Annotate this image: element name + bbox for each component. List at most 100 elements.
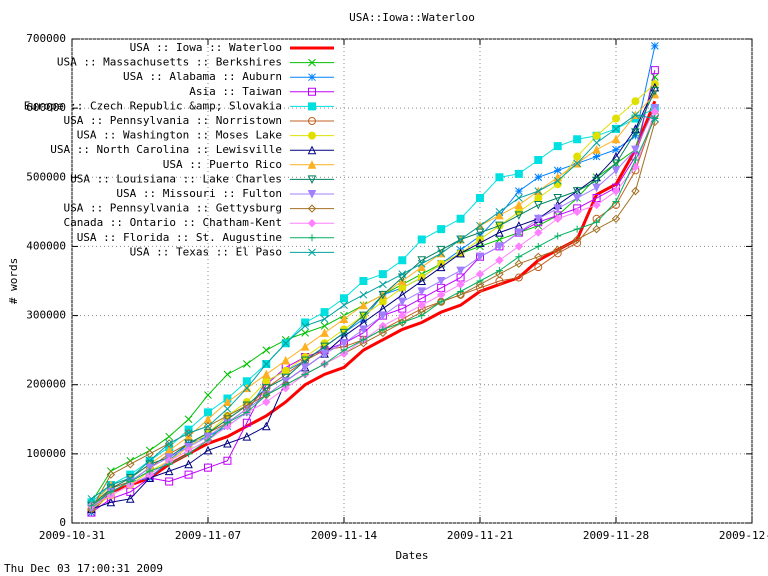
point-marker xyxy=(534,173,543,182)
point-marker xyxy=(243,360,251,368)
point-marker xyxy=(145,456,154,465)
legend-label: USA :: Pennsylvania :: Gettysburg xyxy=(63,202,282,215)
point-marker xyxy=(514,169,523,178)
point-marker xyxy=(592,200,601,210)
point-marker xyxy=(534,187,543,195)
point-marker xyxy=(204,463,212,472)
point-marker xyxy=(593,218,601,226)
point-marker xyxy=(321,360,329,368)
y-tick-label: 0 xyxy=(59,516,66,529)
point-marker xyxy=(398,270,407,278)
point-marker xyxy=(592,183,601,193)
point-marker xyxy=(592,138,601,147)
point-marker xyxy=(573,152,582,161)
point-marker xyxy=(457,287,465,295)
point-marker xyxy=(611,166,621,175)
legend-marker xyxy=(307,145,317,155)
point-marker xyxy=(437,249,445,258)
point-marker xyxy=(611,159,621,169)
point-marker xyxy=(651,114,659,123)
point-marker xyxy=(553,166,562,175)
y-tick-label: 100000 xyxy=(26,447,66,460)
point-marker xyxy=(87,502,95,510)
point-marker xyxy=(261,421,271,431)
point-marker xyxy=(456,290,465,300)
legend-label: USA :: Pennsylvania :: Norristown xyxy=(63,114,282,127)
point-marker xyxy=(534,156,543,164)
point-marker xyxy=(378,270,387,279)
x-axis-label: Dates xyxy=(395,549,428,562)
point-marker xyxy=(203,421,213,431)
point-marker xyxy=(107,488,115,496)
x-tick-label: 2009-12-05 xyxy=(719,529,768,542)
point-marker xyxy=(165,439,173,448)
legend-label: USA :: Alabama :: Auburn xyxy=(123,70,282,83)
point-marker xyxy=(475,252,485,262)
legend-label: Canada :: Ontario :: Chatham-Kent xyxy=(63,216,282,229)
point-marker xyxy=(475,280,485,289)
point-marker xyxy=(611,186,621,196)
point-marker xyxy=(572,207,582,217)
point-marker xyxy=(476,277,484,285)
x-tick-label: 2009-10-31 xyxy=(39,529,105,542)
point-marker xyxy=(573,225,581,233)
y-tick-label: 400000 xyxy=(26,239,66,252)
point-marker xyxy=(339,314,349,324)
x-tick-label: 2009-11-07 xyxy=(175,529,241,542)
legend-label: USA :: Louisiana :: Lake Charles xyxy=(70,172,282,185)
legend-label: USA :: Missouri :: Fulton xyxy=(116,187,282,200)
point-marker xyxy=(359,325,368,335)
point-marker xyxy=(223,419,231,427)
point-marker xyxy=(475,228,485,238)
point-marker xyxy=(223,370,232,379)
legend-label: USA :: Florida :: St. Augustine xyxy=(77,231,282,244)
point-marker xyxy=(495,208,504,216)
point-marker xyxy=(553,194,563,203)
point-marker xyxy=(456,235,465,245)
y-tick-label: 300000 xyxy=(26,309,66,322)
point-marker xyxy=(261,384,271,393)
y-axis-label: # words xyxy=(7,258,20,304)
point-marker xyxy=(436,290,446,300)
point-marker xyxy=(320,349,329,359)
point-marker xyxy=(475,238,485,247)
point-marker xyxy=(436,245,446,255)
point-marker xyxy=(340,301,348,310)
legend-marker xyxy=(308,73,316,82)
point-marker xyxy=(300,342,310,351)
point-marker xyxy=(417,300,426,310)
point-marker xyxy=(320,322,329,330)
point-marker xyxy=(534,228,543,237)
point-marker xyxy=(476,221,484,230)
point-marker xyxy=(398,304,407,313)
series-line xyxy=(91,107,656,510)
legend-marker xyxy=(308,58,316,67)
point-marker xyxy=(495,256,504,265)
point-marker xyxy=(631,111,640,119)
point-marker xyxy=(475,269,485,279)
point-marker xyxy=(125,494,135,503)
x-tick-label: 2009-11-21 xyxy=(447,529,513,542)
point-marker xyxy=(262,346,271,354)
point-marker xyxy=(165,460,173,468)
point-marker xyxy=(378,311,388,321)
point-marker xyxy=(281,339,290,348)
point-marker xyxy=(515,194,523,202)
point-marker xyxy=(146,467,154,475)
point-marker xyxy=(340,294,348,303)
series-line xyxy=(91,87,656,510)
point-marker xyxy=(495,173,504,182)
point-marker xyxy=(417,276,427,285)
point-marker xyxy=(262,377,271,386)
y-tick-label: 600000 xyxy=(26,101,66,114)
legend-marker xyxy=(307,175,317,185)
legend-marker xyxy=(308,234,316,242)
point-marker xyxy=(204,436,212,444)
point-marker xyxy=(397,297,407,307)
point-marker xyxy=(320,315,329,323)
point-marker xyxy=(612,197,620,205)
point-marker xyxy=(165,477,174,486)
point-marker xyxy=(553,245,562,255)
legend-marker xyxy=(307,204,317,213)
